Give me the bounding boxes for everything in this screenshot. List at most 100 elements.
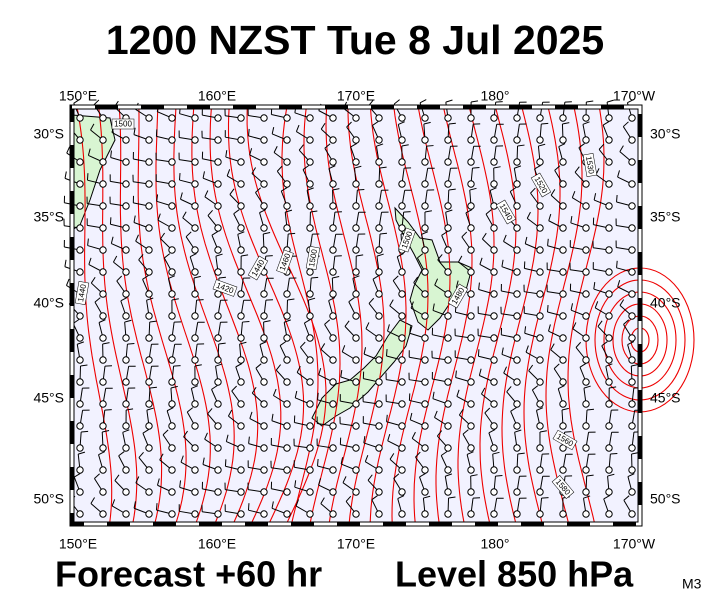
barb-station — [559, 180, 567, 188]
barb-flag — [317, 392, 319, 400]
barb-station — [329, 444, 337, 452]
barb-flag — [448, 188, 456, 191]
barb-flag — [320, 497, 325, 504]
barb-station — [352, 268, 360, 276]
barb-station — [145, 290, 153, 298]
barb-flag — [110, 236, 114, 244]
barb-flag — [472, 167, 480, 169]
barb-station — [490, 488, 498, 496]
barb-station — [490, 202, 498, 210]
barb-station — [214, 180, 222, 188]
barb-station — [122, 510, 130, 518]
barb-station — [513, 312, 521, 320]
barb-station — [582, 312, 590, 320]
barb-flag — [344, 320, 350, 327]
barb-station — [99, 136, 107, 144]
barb-station — [191, 180, 199, 188]
barb-station — [122, 466, 130, 474]
barb-station — [536, 422, 544, 430]
barb-station — [605, 312, 613, 320]
barb-flag — [171, 298, 179, 301]
barb-station — [76, 400, 84, 408]
barb-station — [191, 444, 199, 452]
barb-station — [628, 114, 636, 122]
barb-station — [513, 400, 521, 408]
barb-station — [99, 224, 107, 232]
barb-flag — [324, 143, 331, 149]
barb-station — [191, 202, 199, 210]
barb-station — [329, 488, 337, 496]
barb-flag — [371, 495, 378, 501]
barb-station — [168, 246, 176, 254]
barb-flag — [87, 238, 89, 246]
barb-flag — [575, 341, 582, 348]
barb-station — [99, 356, 107, 364]
barb-station — [536, 224, 544, 232]
barb-station — [398, 466, 406, 474]
barb-flag — [436, 430, 443, 437]
barb-station — [283, 466, 291, 474]
barb-station — [605, 356, 613, 364]
barb-station — [76, 114, 84, 122]
barb-station — [559, 158, 567, 166]
barb-flag — [478, 282, 480, 290]
barb-station — [145, 158, 153, 166]
barb-station — [536, 246, 544, 254]
barb-station — [306, 136, 314, 144]
barb-station — [191, 290, 199, 298]
barb-station — [122, 290, 130, 298]
barb-station — [467, 268, 475, 276]
barb-station — [352, 378, 360, 386]
barb-station — [398, 180, 406, 188]
barb-station — [559, 312, 567, 320]
barb-station — [99, 268, 107, 276]
barb-station — [145, 224, 153, 232]
contour-label-box — [111, 118, 135, 130]
barb-flag — [448, 496, 456, 499]
lon-label-top: 170°E — [337, 88, 375, 104]
barb-station — [559, 114, 567, 122]
barb-station — [513, 268, 521, 276]
barb-station — [444, 466, 452, 474]
barb-flag — [90, 123, 95, 131]
barb-station — [467, 444, 475, 452]
barb-station — [145, 488, 153, 496]
barb-station — [122, 334, 130, 342]
barb-station — [421, 466, 429, 474]
barb-flag — [348, 297, 355, 303]
barb-flag — [120, 297, 128, 302]
lon-label-top: 150°E — [59, 88, 97, 104]
barb-station — [375, 488, 383, 496]
barb-station — [76, 510, 84, 518]
barb-station — [352, 224, 360, 232]
barb-station — [513, 202, 521, 210]
barb-station — [99, 180, 107, 188]
barb-station — [582, 488, 590, 496]
barb-flag — [514, 429, 522, 433]
barb-flag — [419, 99, 427, 104]
barb-flag — [398, 121, 405, 125]
barb-station — [375, 158, 383, 166]
barb-station — [444, 136, 452, 144]
barb-flag — [352, 275, 360, 279]
barb-station — [605, 488, 613, 496]
barb-flag — [484, 407, 491, 414]
barb-station — [145, 444, 153, 452]
barb-station — [490, 356, 498, 364]
contour-label-box — [247, 255, 269, 281]
barb-station — [605, 114, 613, 122]
barb-station — [191, 422, 199, 430]
barb-station — [513, 114, 521, 122]
contour-label-group: 1460 — [276, 249, 294, 275]
barb-station — [99, 422, 107, 430]
barb-station — [559, 290, 567, 298]
barb-flag — [233, 209, 240, 215]
barb-station — [237, 444, 245, 452]
barb-flag — [78, 451, 86, 455]
lat-label-right: 45°S — [650, 390, 681, 406]
barb-flag — [227, 409, 233, 417]
barb-station — [375, 378, 383, 386]
barb-flag — [562, 122, 570, 125]
barb-flag — [160, 232, 166, 240]
barb-station — [168, 268, 176, 276]
